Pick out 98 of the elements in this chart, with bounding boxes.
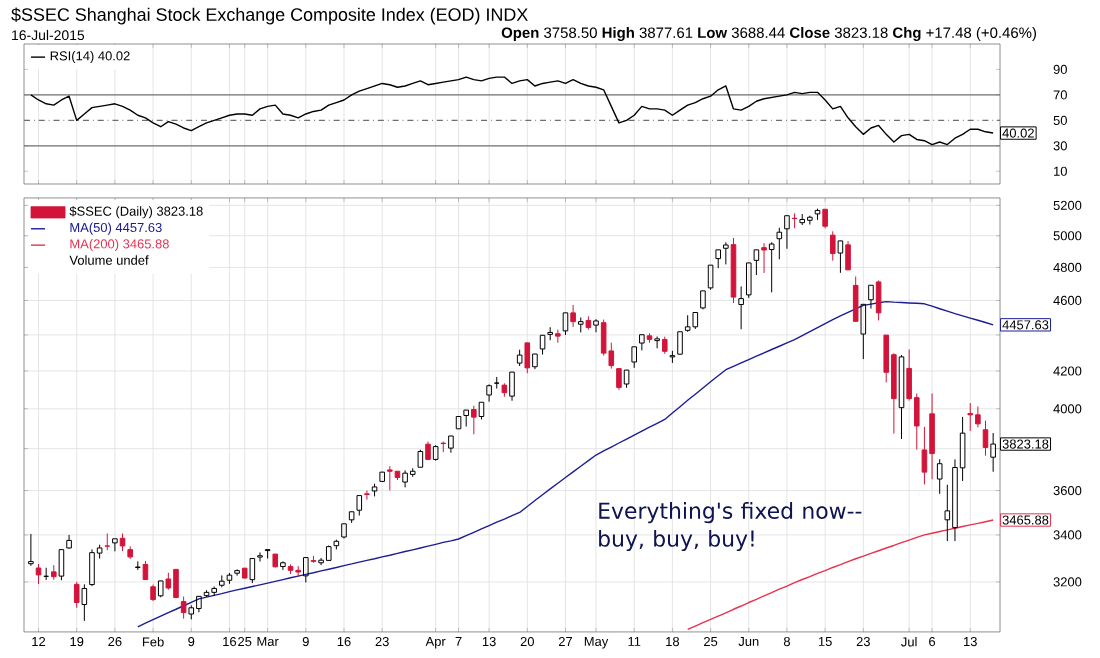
- candlestick: [295, 565, 301, 578]
- candlestick: [738, 285, 744, 330]
- candlestick: [936, 458, 943, 495]
- candlestick: [623, 369, 630, 389]
- candlestick: [868, 284, 874, 310]
- candlestick: [119, 532, 126, 552]
- candlestick: [28, 533, 34, 567]
- candlestick: [707, 264, 714, 291]
- candlestick: [402, 469, 408, 488]
- candlestick: [829, 230, 836, 262]
- candlestick: [539, 334, 546, 356]
- candlestick: [112, 538, 118, 552]
- candlestick: [990, 432, 996, 473]
- candlestick: [723, 241, 729, 265]
- candlestick: [257, 551, 263, 563]
- candlestick: [371, 483, 378, 497]
- candlestick: [929, 392, 935, 480]
- annotation: Everything's fixed now-- buy, buy, buy!: [599, 501, 862, 552]
- candlestick: [547, 326, 553, 341]
- candlestick: [234, 568, 240, 577]
- candlestick: [432, 444, 439, 462]
- candlestick: [486, 383, 492, 403]
- candlestick: [463, 409, 469, 428]
- candlestick: [898, 354, 905, 440]
- candlestick: [226, 572, 233, 585]
- candlestick: [58, 548, 65, 581]
- candlestick: [570, 304, 576, 328]
- candlestick: [692, 311, 699, 330]
- candlestick: [799, 213, 806, 226]
- candlestick: [814, 208, 821, 221]
- candlestick: [66, 534, 72, 550]
- candlestick: [509, 371, 515, 402]
- candlestick: [417, 449, 424, 468]
- candlestick: [341, 523, 347, 539]
- candlestick: [577, 316, 584, 333]
- candlestick: [730, 237, 737, 304]
- candlestick: [135, 560, 141, 571]
- candlestick: [219, 574, 225, 588]
- candlestick: [593, 318, 599, 333]
- candlestick: [203, 589, 210, 598]
- candlestick: [493, 376, 500, 390]
- candlestick: [333, 539, 340, 550]
- candlestick: [784, 215, 790, 250]
- candlestick: [425, 441, 431, 460]
- candlestick: [165, 572, 172, 591]
- candlestick: [684, 314, 691, 333]
- candlestick: [532, 353, 538, 370]
- candlestick: [646, 332, 653, 344]
- candlestick: [837, 240, 844, 274]
- candlestick: [264, 549, 271, 560]
- candlestick: [471, 405, 477, 435]
- candlestick: [356, 495, 363, 517]
- candlestick: [516, 349, 523, 367]
- candlestick: [51, 564, 57, 581]
- candlestick: [325, 544, 332, 561]
- candlestick: [127, 545, 133, 560]
- candlestick: [478, 401, 485, 420]
- candlestick: [501, 382, 508, 398]
- candlestick: [89, 548, 95, 587]
- candlestick: [157, 580, 164, 598]
- candlestick: [81, 583, 88, 622]
- candlestick: [982, 420, 989, 457]
- candlestick: [104, 532, 111, 551]
- candlestick: [807, 215, 813, 226]
- candlestick: [700, 290, 706, 310]
- candlestick: [73, 581, 80, 609]
- candlestick: [967, 402, 974, 432]
- candlestick: [776, 227, 783, 260]
- candlestick: [768, 241, 775, 293]
- candlestick: [280, 560, 286, 571]
- candlestick: [791, 212, 798, 229]
- candlestick: [654, 336, 660, 349]
- candlestick: [180, 596, 187, 620]
- candlestick: [188, 604, 195, 620]
- candlestick: [585, 315, 592, 331]
- candlestick: [196, 595, 202, 613]
- candlestick: [639, 333, 645, 351]
- candlestick: [753, 249, 760, 276]
- candlestick: [715, 249, 721, 269]
- candlestick: [661, 336, 668, 355]
- candlestick: [555, 329, 561, 344]
- candlestick: [35, 563, 42, 585]
- candlestick: [211, 586, 217, 597]
- candlestick: [387, 465, 393, 491]
- candlestick: [677, 331, 683, 355]
- chart-title: $SSEC Shanghai Stock Exchange Composite Index (EOD) INDX: [11, 7, 528, 25]
- candlestick: [448, 435, 454, 454]
- candlestick: [975, 406, 981, 428]
- candlestick: [455, 415, 462, 430]
- candlestick: [631, 346, 637, 369]
- candlestick: [303, 557, 309, 583]
- candlestick: [348, 511, 355, 524]
- candlestick: [150, 584, 156, 602]
- candlestick: [379, 471, 385, 483]
- candlestick: [43, 567, 49, 581]
- candlestick: [562, 312, 569, 336]
- candlestick: [761, 242, 767, 274]
- candlestick: [669, 350, 676, 364]
